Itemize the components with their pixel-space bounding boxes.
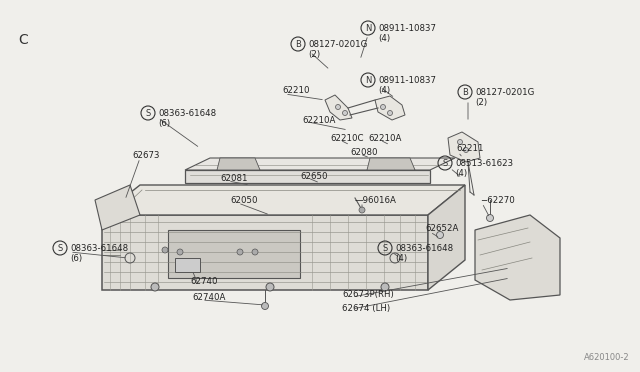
Text: 62210A: 62210A — [368, 134, 401, 142]
Text: (4): (4) — [378, 33, 390, 42]
Text: N: N — [365, 76, 371, 84]
Circle shape — [162, 247, 168, 253]
Text: 08911-10837: 08911-10837 — [378, 23, 436, 32]
Text: N: N — [365, 23, 371, 32]
Text: 62211: 62211 — [456, 144, 483, 153]
Polygon shape — [168, 230, 300, 278]
Text: 08127-0201G: 08127-0201G — [475, 87, 534, 96]
Circle shape — [342, 110, 348, 115]
Text: 62650: 62650 — [300, 171, 328, 180]
Text: C: C — [18, 33, 28, 47]
Polygon shape — [428, 185, 465, 290]
Polygon shape — [102, 215, 428, 290]
Text: 62674 (LH): 62674 (LH) — [342, 304, 390, 312]
Circle shape — [381, 105, 385, 109]
Text: 62210: 62210 — [282, 86, 310, 94]
Text: A620100-2: A620100-2 — [584, 353, 630, 362]
Circle shape — [387, 110, 392, 115]
Text: (6): (6) — [158, 119, 170, 128]
Text: −62270: −62270 — [480, 196, 515, 205]
Text: (2): (2) — [308, 49, 320, 58]
Circle shape — [151, 283, 159, 291]
Circle shape — [436, 231, 444, 238]
Text: 08127-0201G: 08127-0201G — [308, 39, 367, 48]
Text: S: S — [145, 109, 150, 118]
Text: 62050: 62050 — [230, 196, 257, 205]
Text: 62673: 62673 — [132, 151, 159, 160]
Circle shape — [381, 283, 389, 291]
Text: (6): (6) — [70, 253, 82, 263]
Text: 62740: 62740 — [190, 278, 218, 286]
Circle shape — [266, 283, 274, 291]
Text: 62210C: 62210C — [330, 134, 364, 142]
Polygon shape — [217, 158, 260, 170]
Circle shape — [335, 105, 340, 109]
Polygon shape — [185, 170, 430, 183]
Polygon shape — [175, 258, 200, 272]
Text: 62740A: 62740A — [192, 294, 225, 302]
Text: 08911-10837: 08911-10837 — [378, 76, 436, 84]
Circle shape — [463, 148, 468, 153]
Text: 62210A: 62210A — [302, 115, 335, 125]
Polygon shape — [375, 96, 405, 120]
Text: 62673P(RH): 62673P(RH) — [342, 291, 394, 299]
Text: —96016A: —96016A — [355, 196, 397, 205]
Polygon shape — [475, 215, 560, 300]
Text: 08363-61648: 08363-61648 — [158, 109, 216, 118]
Text: S: S — [442, 158, 447, 167]
Text: B: B — [295, 39, 301, 48]
Circle shape — [458, 140, 463, 144]
Polygon shape — [95, 185, 140, 230]
Text: B: B — [462, 87, 468, 96]
Circle shape — [237, 249, 243, 255]
Polygon shape — [448, 132, 480, 162]
Text: (4): (4) — [455, 169, 467, 177]
Text: 08513-61623: 08513-61623 — [455, 158, 513, 167]
Text: S: S — [382, 244, 388, 253]
Circle shape — [262, 302, 269, 310]
Circle shape — [359, 207, 365, 213]
Text: 08363-61648: 08363-61648 — [70, 244, 128, 253]
Polygon shape — [185, 158, 455, 170]
Polygon shape — [367, 158, 415, 170]
Text: (4): (4) — [378, 86, 390, 94]
Text: 08363-61648: 08363-61648 — [395, 244, 453, 253]
Circle shape — [486, 215, 493, 221]
Text: S: S — [58, 244, 63, 253]
Text: 62652A: 62652A — [425, 224, 458, 232]
Polygon shape — [325, 95, 352, 120]
Text: (4): (4) — [395, 253, 407, 263]
Text: (2): (2) — [475, 97, 487, 106]
Text: 62081: 62081 — [220, 173, 248, 183]
Text: 62080: 62080 — [350, 148, 378, 157]
Circle shape — [252, 249, 258, 255]
Polygon shape — [102, 185, 465, 215]
Circle shape — [177, 249, 183, 255]
